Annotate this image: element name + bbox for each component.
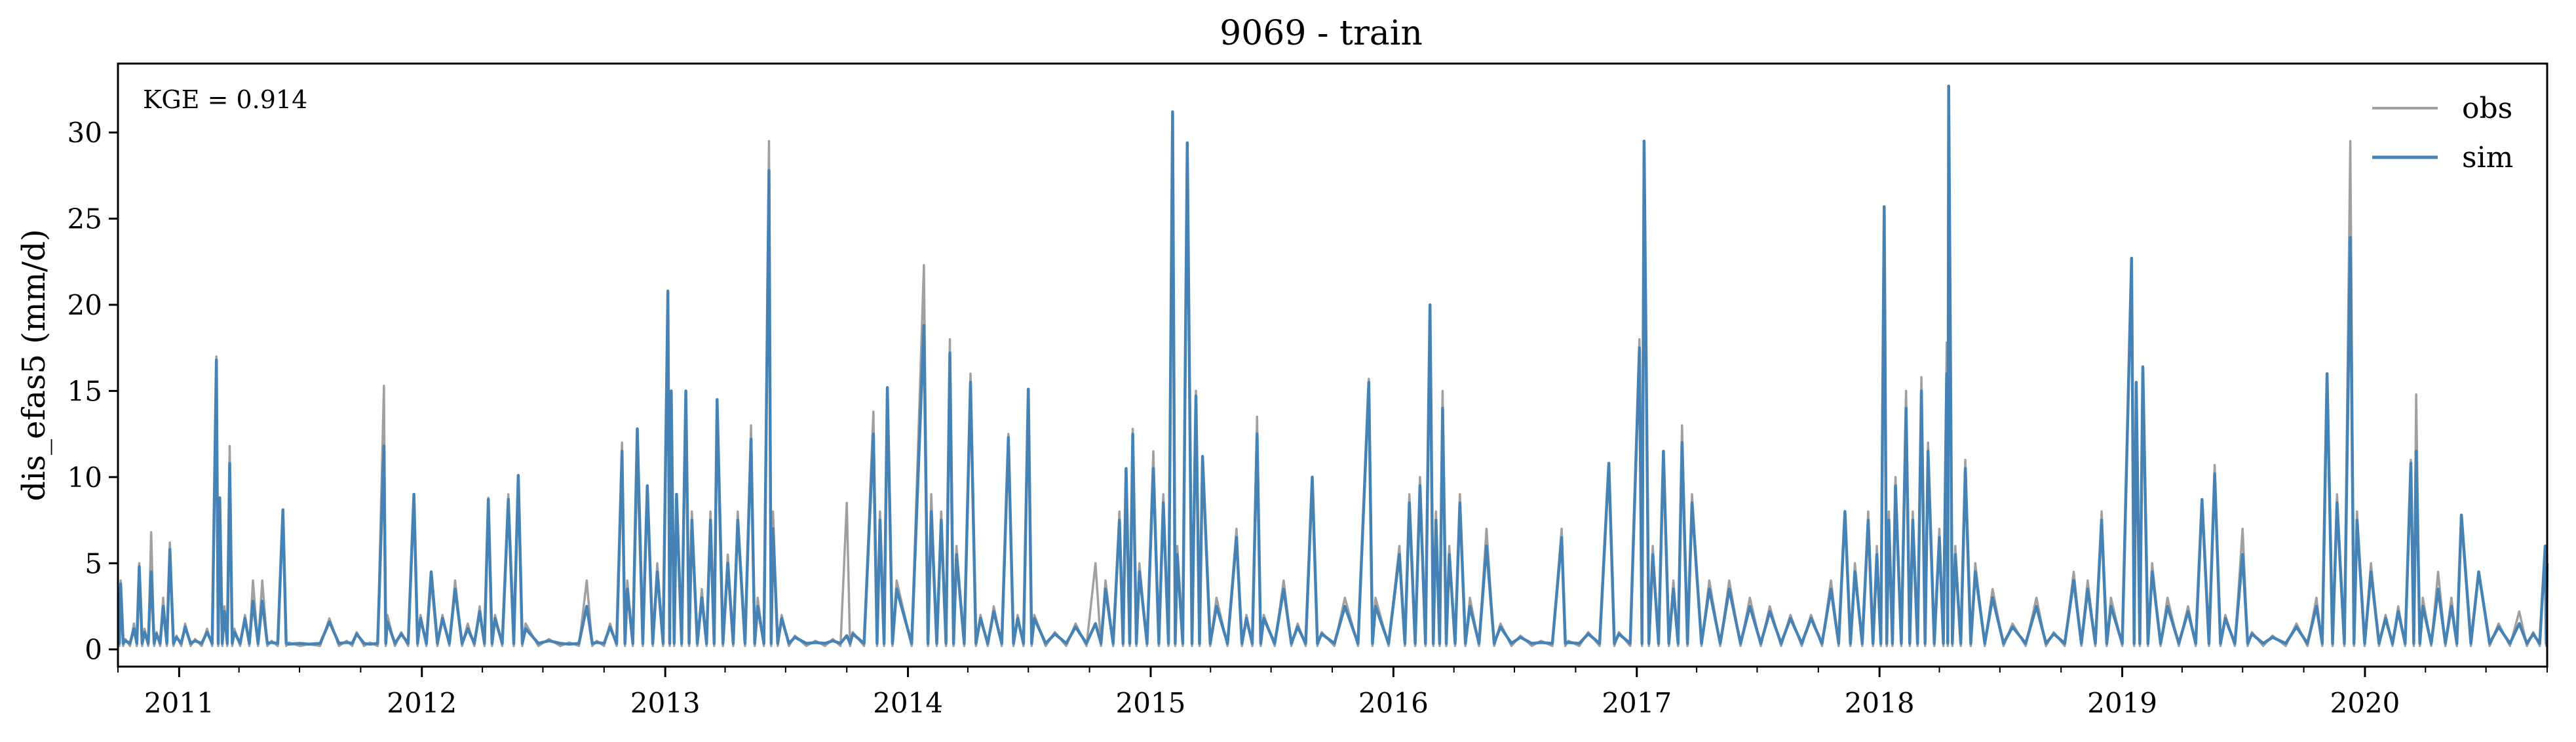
kge-annotation: KGE = 0.914 [143, 85, 307, 114]
series-line-obs [117, 88, 2548, 648]
x-tick-label: 2014 [873, 687, 943, 719]
x-tick-label: 2013 [630, 687, 701, 719]
y-tick-label: 15 [67, 375, 102, 407]
series-layer [117, 84, 2549, 648]
y-axis-title: dis_efas5 (mm/d) [16, 229, 52, 501]
plot-frame [117, 62, 2548, 668]
y-tick-label: 30 [67, 117, 102, 149]
x-tick-label: 2017 [1602, 687, 1672, 719]
x-tick-label: 2015 [1116, 687, 1186, 719]
legend-label-sim: sim [2462, 141, 2513, 174]
legend-label-obs: obs [2462, 92, 2512, 125]
y-axis: 0 5 10 15 20 25 30 [67, 117, 118, 666]
y-tick-label: 5 [85, 547, 102, 579]
x-axis: 2011 2012 2013 2014 2015 2016 2017 2018 2019 2020 [117, 667, 2548, 719]
x-tick-label: 2012 [387, 687, 457, 719]
legend: obs sim [2372, 92, 2513, 174]
y-tick-label: 10 [67, 461, 102, 494]
x-tick-label: 2018 [1845, 687, 1915, 719]
x-tick-label: 2020 [2330, 687, 2400, 719]
chart-title: 9069 - train [1220, 14, 1423, 53]
y-tick-label: 0 [85, 634, 102, 666]
series-line-sim [117, 84, 2549, 646]
y-tick-label: 25 [67, 203, 102, 235]
x-tick-label: 2019 [2087, 687, 2157, 719]
x-tick-label: 2016 [1358, 687, 1429, 719]
x-tick-label: 2011 [144, 687, 214, 719]
y-tick-label: 20 [67, 289, 102, 321]
